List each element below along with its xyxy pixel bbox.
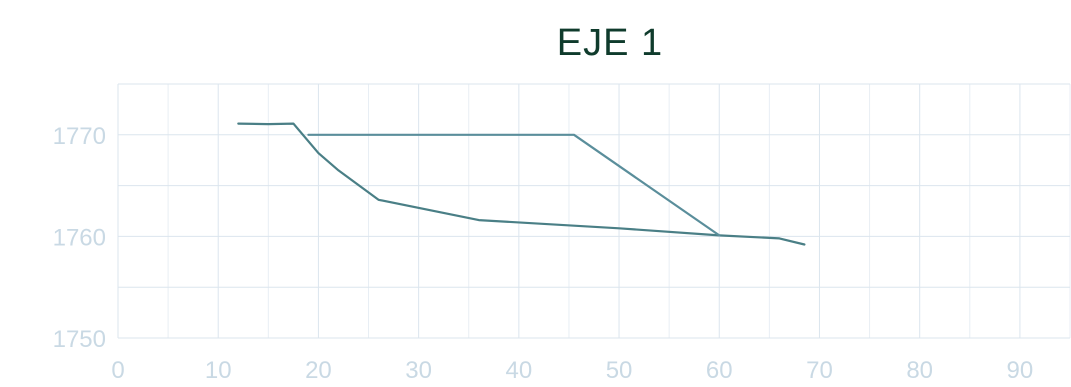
series-line-2 [307,133,721,237]
x-tick-label: 80 [906,357,933,384]
x-tick-label: 0 [111,357,124,384]
grid-layer [117,83,1071,339]
x-tick-label: 40 [505,357,532,384]
series-line-1 [237,122,806,246]
y-tick-label: 1750 [53,326,106,353]
series-layer [237,122,806,246]
y-tick-label: 1760 [53,224,106,251]
chart-title: EJE 1 [556,22,664,64]
x-tick-label: 90 [1007,357,1034,384]
x-tick-label: 30 [405,357,432,384]
x-tick-label: 20 [305,357,332,384]
y-tick-label: 1770 [53,123,106,150]
x-tick-label: 70 [806,357,833,384]
x-tick-label: 50 [606,357,633,384]
x-tick-label: 10 [205,357,232,384]
x-tick-label: 60 [706,357,733,384]
tick-layer: 0 10 20 30 40 50 60 70 80 90 1750 1760 1770 [53,123,1034,384]
